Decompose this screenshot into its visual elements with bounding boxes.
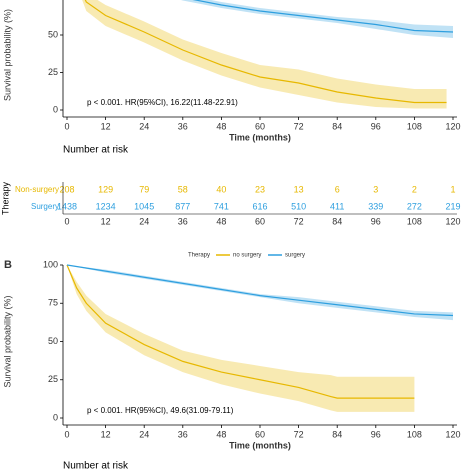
confidence-band bbox=[67, 265, 415, 412]
x-axis-label: Time (months) bbox=[229, 132, 291, 142]
plot-area bbox=[82, 0, 454, 109]
risk-value: 129 bbox=[98, 184, 113, 194]
y-axis-label: Survival probability (%) bbox=[2, 295, 12, 387]
risk-tick-label: 12 bbox=[101, 216, 111, 226]
y-tick-label: 25 bbox=[48, 374, 58, 384]
x-tick-label: 60 bbox=[255, 429, 265, 439]
y-tick-label: 75 bbox=[48, 298, 58, 308]
x-tick-label: 36 bbox=[178, 121, 188, 131]
risk-value: 339 bbox=[368, 201, 383, 211]
risk-table-title: Number at risk bbox=[63, 461, 129, 472]
y-axis-label: Survival probability (%) bbox=[2, 9, 12, 101]
risk-row-name: Surgery bbox=[31, 202, 59, 211]
risk-value: 1 bbox=[450, 184, 455, 194]
x-tick-label: 24 bbox=[139, 429, 149, 439]
y-tick-label: 0 bbox=[53, 412, 58, 422]
risk-table-title: Number at risk bbox=[63, 145, 129, 156]
risk-value: 2 bbox=[412, 184, 417, 194]
legend-label: no surgery bbox=[233, 253, 261, 259]
y-tick-label: 50 bbox=[48, 336, 58, 346]
x-tick-label: 24 bbox=[139, 121, 149, 131]
risk-value: 272 bbox=[407, 201, 422, 211]
risk-tick-label: 48 bbox=[216, 216, 226, 226]
risk-tick-label: 72 bbox=[294, 216, 304, 226]
risk-value: 219 bbox=[445, 201, 460, 211]
legend-title: Therapy bbox=[188, 253, 210, 259]
x-tick-label: 60 bbox=[255, 121, 265, 131]
risk-value: 1234 bbox=[96, 201, 116, 211]
x-tick-label: 0 bbox=[64, 429, 69, 439]
risk-value: 13 bbox=[294, 184, 304, 194]
confidence-band bbox=[82, 0, 447, 109]
risk-value: 6 bbox=[335, 184, 340, 194]
risk-row-name: Non-surgery bbox=[15, 185, 59, 194]
panel-label: B bbox=[4, 259, 12, 271]
risk-tick-label: 0 bbox=[64, 216, 69, 226]
y-tick-label: 25 bbox=[48, 67, 58, 77]
risk-value: 1045 bbox=[134, 201, 154, 211]
x-tick-label: 12 bbox=[101, 121, 111, 131]
x-tick-label: 72 bbox=[294, 121, 304, 131]
x-tick-label: 120 bbox=[445, 121, 460, 131]
risk-value: 208 bbox=[59, 184, 74, 194]
x-tick-label: 108 bbox=[407, 121, 422, 131]
x-tick-label: 96 bbox=[371, 121, 381, 131]
survival-curve bbox=[66, 264, 415, 399]
confidence-band bbox=[67, 265, 453, 321]
risk-value: 58 bbox=[178, 184, 188, 194]
survival-curve bbox=[84, 0, 447, 104]
risk-tick-label: 120 bbox=[445, 216, 460, 226]
risk-value: 3 bbox=[373, 184, 378, 194]
x-tick-label: 72 bbox=[294, 429, 304, 439]
risk-tick-label: 96 bbox=[371, 216, 381, 226]
annotation: p < 0.001. HR(95%CI), 16.22(11.48-22.91) bbox=[87, 98, 238, 107]
x-tick-label: 48 bbox=[216, 121, 226, 131]
x-tick-label: 36 bbox=[178, 429, 188, 439]
risk-value: 616 bbox=[252, 201, 267, 211]
y-tick-label: 100 bbox=[43, 259, 58, 269]
x-axis-label: Time (months) bbox=[229, 440, 291, 450]
y-tick-label: 0 bbox=[53, 104, 58, 114]
y-tick-label: 50 bbox=[48, 29, 58, 39]
x-tick-label: 84 bbox=[332, 121, 342, 131]
risk-value: 741 bbox=[214, 201, 229, 211]
risk-value: 23 bbox=[255, 184, 265, 194]
risk-value: 40 bbox=[216, 184, 226, 194]
x-tick-label: 96 bbox=[371, 429, 381, 439]
x-tick-label: 0 bbox=[64, 121, 69, 131]
risk-tick-label: 108 bbox=[407, 216, 422, 226]
risk-value: 1438 bbox=[57, 201, 77, 211]
risk-tick-label: 84 bbox=[332, 216, 342, 226]
x-tick-label: 84 bbox=[332, 429, 342, 439]
survival-curve bbox=[192, 0, 454, 33]
legend-label: surgery bbox=[285, 253, 305, 259]
risk-table-therapy: Therapy bbox=[0, 181, 10, 215]
plot-area bbox=[66, 264, 454, 412]
risk-tick-label: 24 bbox=[139, 216, 149, 226]
x-tick-label: 48 bbox=[216, 429, 226, 439]
risk-value: 877 bbox=[175, 201, 190, 211]
annotation: p < 0.001. HR(95%CI), 49.6(31.09-79.11) bbox=[87, 406, 234, 415]
risk-value: 79 bbox=[139, 184, 149, 194]
x-tick-label: 120 bbox=[445, 429, 460, 439]
risk-tick-label: 36 bbox=[178, 216, 188, 226]
survival-curve bbox=[66, 264, 454, 317]
x-tick-label: 12 bbox=[101, 429, 111, 439]
risk-value: 510 bbox=[291, 201, 306, 211]
risk-tick-label: 60 bbox=[255, 216, 265, 226]
risk-value: 411 bbox=[330, 201, 344, 211]
x-tick-label: 108 bbox=[407, 429, 422, 439]
